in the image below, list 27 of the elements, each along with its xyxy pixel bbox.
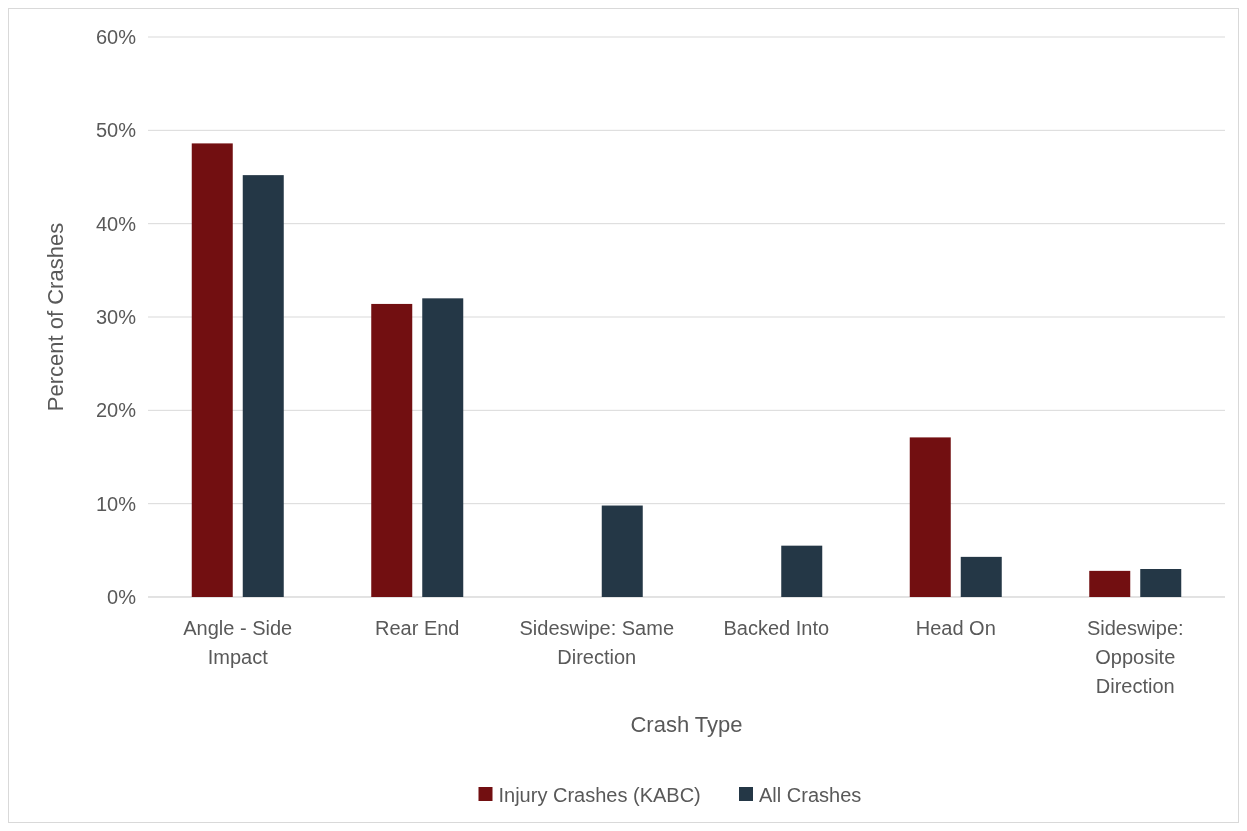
x-tick-label: Sideswipe: Same Direction [519, 617, 675, 668]
y-axis-title: Percent of Crashes [43, 222, 68, 412]
bar [601, 505, 643, 597]
bar [909, 437, 951, 597]
y-tick-label: 50% [95, 119, 137, 142]
x-tick-label: Rear End [375, 617, 460, 639]
bar [1140, 569, 1182, 597]
bar [781, 545, 823, 597]
legend-label: All Crashes [759, 784, 862, 806]
bar [371, 303, 413, 597]
x-tick-label: Head On [915, 617, 996, 639]
x-tick-label: Angle - Side Impact [183, 617, 293, 668]
x-axis-title: Crash Type [630, 712, 743, 737]
y-tick-label: 30% [95, 306, 137, 328]
bar [960, 556, 1002, 597]
bar [191, 143, 233, 597]
x-tick-label: Backed Into [723, 617, 830, 639]
y-tick-label: 0% [107, 586, 137, 608]
y-tick-label: 60% [95, 26, 137, 48]
bar [422, 298, 464, 597]
x-tick-label: Sideswipe: Opposite Direction [1086, 617, 1184, 697]
y-tick-label: 20% [95, 399, 137, 422]
y-tick-label: 10% [95, 492, 137, 515]
bar [1089, 570, 1131, 597]
bar [242, 175, 284, 597]
legend-label: Injury Crashes (KABC) [498, 784, 701, 806]
y-tick-label: 40% [95, 212, 137, 235]
